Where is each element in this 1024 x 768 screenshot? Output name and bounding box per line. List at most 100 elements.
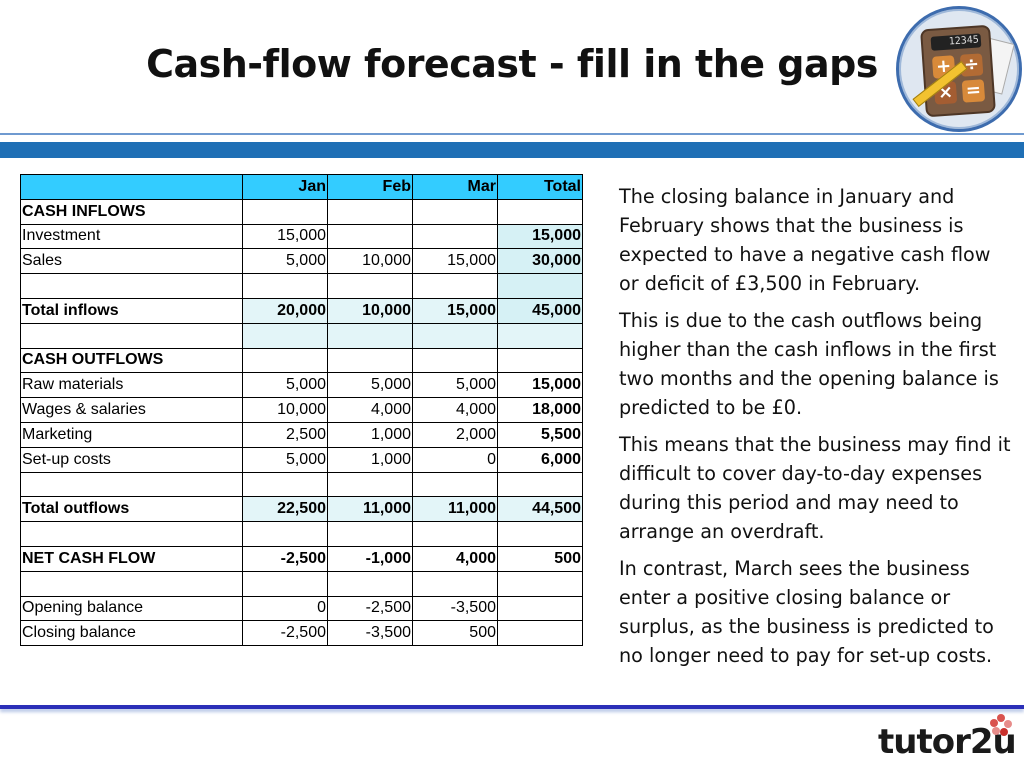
table-cell: 15,000 bbox=[497, 372, 583, 399]
table-row bbox=[20, 471, 583, 498]
table-cell: -3,500 bbox=[412, 595, 498, 622]
table-cell: 5,000 bbox=[327, 372, 413, 399]
table-row: Marketing 2,500 1,000 2,000 5,500 bbox=[20, 421, 583, 448]
table-cell: 18,000 bbox=[497, 397, 583, 423]
table-cell bbox=[242, 198, 328, 225]
column-header: Mar bbox=[412, 174, 498, 200]
table-cell: -3,500 bbox=[327, 620, 413, 647]
row-label bbox=[20, 273, 243, 299]
table-cell: 44,500 bbox=[497, 496, 583, 523]
explanation-paragraph: This means that the business may find it… bbox=[619, 433, 1011, 543]
table-cell: 30,000 bbox=[497, 248, 583, 275]
table-cell: 5,500 bbox=[497, 421, 583, 448]
table-cell bbox=[242, 471, 328, 498]
table-cell bbox=[327, 322, 413, 349]
table-row: Opening balance 0 -2,500 -3,500 bbox=[20, 595, 583, 622]
column-header: Jan bbox=[242, 174, 328, 200]
table-cell bbox=[242, 521, 328, 547]
table-cell: -2,500 bbox=[242, 545, 328, 572]
column-header: Feb bbox=[327, 174, 413, 200]
column-header: Total bbox=[497, 174, 583, 200]
table-row: Total inflows 20,000 10,000 15,000 45,000 bbox=[20, 297, 583, 324]
header-divider bbox=[0, 133, 1024, 135]
row-label: Investment bbox=[20, 223, 243, 250]
table-cell bbox=[412, 322, 498, 349]
calculator-icon: 12345 + ÷ × = bbox=[896, 6, 1022, 132]
calculator-screen: 12345 bbox=[930, 33, 982, 51]
table-row: Raw materials 5,000 5,000 5,000 15,000 bbox=[20, 372, 583, 399]
table-row bbox=[20, 570, 583, 597]
row-label: NET CASH FLOW bbox=[20, 545, 243, 572]
table-cell: 15,000 bbox=[412, 297, 498, 324]
table-cell bbox=[242, 347, 328, 374]
table-cell bbox=[242, 273, 328, 299]
table-cell bbox=[497, 521, 583, 547]
table-cell: -2,500 bbox=[327, 595, 413, 622]
row-label: Raw materials bbox=[20, 372, 243, 399]
table-cell: 10,000 bbox=[327, 297, 413, 324]
row-label: Marketing bbox=[20, 421, 243, 448]
table-cell: 15,000 bbox=[242, 223, 328, 250]
column-header bbox=[20, 174, 243, 200]
table-cell: 0 bbox=[412, 446, 498, 473]
equals-key: = bbox=[961, 79, 986, 103]
table-cell bbox=[412, 521, 498, 547]
table-cell: 5,000 bbox=[412, 372, 498, 399]
table-cell: 4,000 bbox=[412, 545, 498, 572]
table-header-row: Jan Feb Mar Total bbox=[20, 174, 583, 200]
page-title: Cash-flow forecast - fill in the gaps bbox=[146, 42, 878, 86]
footer-divider bbox=[0, 705, 1024, 709]
table-row: CASH INFLOWS bbox=[20, 198, 583, 225]
table-cell: 10,000 bbox=[242, 397, 328, 423]
table-cell bbox=[412, 347, 498, 374]
table-row: Wages & salaries 10,000 4,000 4,000 18,000 bbox=[20, 397, 583, 423]
row-label bbox=[20, 521, 243, 547]
table-cell: 5,000 bbox=[242, 372, 328, 399]
table-row bbox=[20, 322, 583, 349]
table-cell bbox=[497, 347, 583, 374]
table-cell: 1,000 bbox=[327, 446, 413, 473]
table-cell bbox=[412, 198, 498, 225]
table-cell: 20,000 bbox=[242, 297, 328, 324]
table-row: Total outflows 22,500 11,000 11,000 44,500 bbox=[20, 496, 583, 523]
table-cell bbox=[412, 223, 498, 250]
table-cell: -2,500 bbox=[242, 620, 328, 647]
table-row: Sales 5,000 10,000 15,000 30,000 bbox=[20, 248, 583, 275]
table-cell bbox=[412, 273, 498, 299]
table-cell: 10,000 bbox=[327, 248, 413, 275]
table-cell bbox=[497, 471, 583, 498]
table-cell bbox=[327, 521, 413, 547]
table-row: Investment 15,000 15,000 bbox=[20, 223, 583, 250]
table-cell: 5,000 bbox=[242, 248, 328, 275]
table-cell: 5,000 bbox=[242, 446, 328, 473]
table-row: Closing balance -2,500 -3,500 500 bbox=[20, 620, 583, 647]
table-cell: 500 bbox=[412, 620, 498, 647]
table-cell bbox=[412, 570, 498, 597]
table-cell: 45,000 bbox=[497, 297, 583, 324]
table-cell: 1,000 bbox=[327, 421, 413, 448]
table-cell: 22,500 bbox=[242, 496, 328, 523]
table-row bbox=[20, 273, 583, 299]
table-cell bbox=[327, 273, 413, 299]
row-label: Opening balance bbox=[20, 595, 243, 622]
row-label: Total inflows bbox=[20, 297, 243, 324]
table-cell bbox=[497, 620, 583, 647]
table-cell: 4,000 bbox=[327, 397, 413, 423]
table-cell bbox=[412, 471, 498, 498]
table-cell: 2,500 bbox=[242, 421, 328, 448]
table-cell bbox=[242, 570, 328, 597]
row-label: Total outflows bbox=[20, 496, 243, 523]
table-cell bbox=[497, 570, 583, 597]
table-cell: 11,000 bbox=[327, 496, 413, 523]
row-label bbox=[20, 570, 243, 597]
row-label: Closing balance bbox=[20, 620, 243, 647]
row-label bbox=[20, 471, 243, 498]
table-cell bbox=[327, 223, 413, 250]
row-label: Wages & salaries bbox=[20, 397, 243, 423]
table-cell: 15,000 bbox=[497, 223, 583, 250]
table-cell bbox=[242, 322, 328, 349]
table-cell: 15,000 bbox=[412, 248, 498, 275]
table-cell bbox=[327, 347, 413, 374]
table-cell: 11,000 bbox=[412, 496, 498, 523]
table-row: NET CASH FLOW -2,500 -1,000 4,000 500 bbox=[20, 545, 583, 572]
